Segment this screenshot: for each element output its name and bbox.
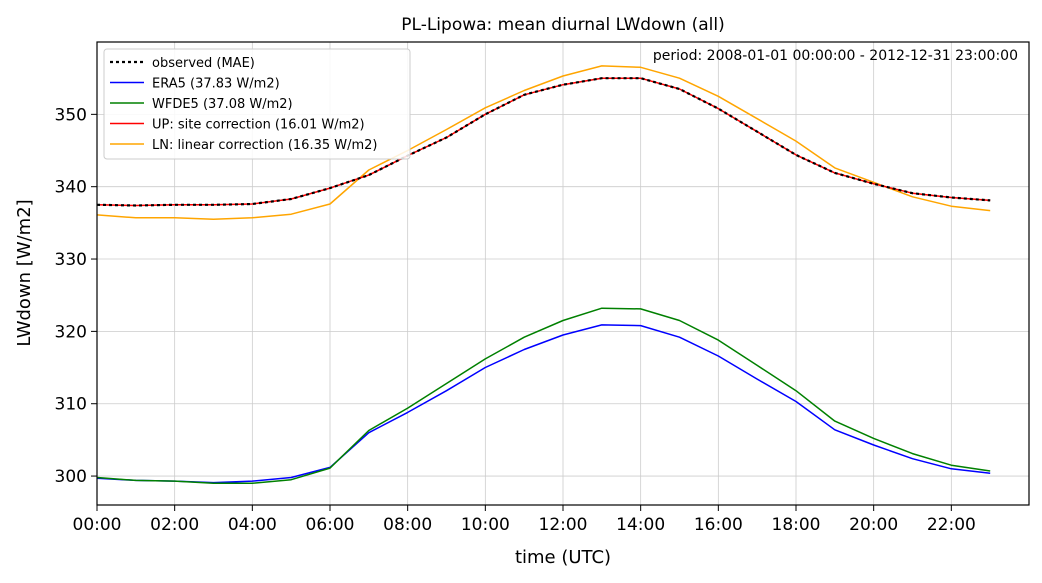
x-tick-label: 16:00 xyxy=(694,515,743,535)
y-tick-label: 310 xyxy=(55,395,87,415)
chart-title: PL-Lipowa: mean diurnal LWdown (all) xyxy=(401,15,724,35)
x-tick-label: 00:00 xyxy=(73,515,122,535)
x-tick-label: 04:00 xyxy=(228,515,277,535)
legend-label: observed (MAE) xyxy=(152,56,255,71)
x-tick-label: 08:00 xyxy=(383,515,432,535)
series-line xyxy=(96,65,991,220)
x-tick-label: 12:00 xyxy=(539,515,588,535)
y-tick-label: 340 xyxy=(55,178,87,198)
x-tick-label: 06:00 xyxy=(306,515,355,535)
y-axis-label: LWdown [W/m2] xyxy=(14,199,35,346)
x-tick-label: 20:00 xyxy=(849,515,898,535)
x-tick-label: 14:00 xyxy=(616,515,665,535)
series-line xyxy=(96,324,991,484)
x-tick-label: 10:00 xyxy=(461,515,510,535)
series-lines xyxy=(96,65,991,485)
y-tick-label: 350 xyxy=(55,105,87,125)
y-tick-label: 300 xyxy=(55,467,87,487)
y-axis: 300 310 320 330 340 350 xyxy=(55,105,97,487)
legend-label: UP: site correction (16.01 W/m2) xyxy=(152,118,365,133)
x-tick-label: 18:00 xyxy=(772,515,821,535)
period-annotation: period: 2008-01-01 00:00:00 - 2012-12-31… xyxy=(653,48,1018,64)
legend-box xyxy=(103,48,411,160)
legend-label: LN: linear correction (16.35 W/m2) xyxy=(152,138,378,153)
x-axis-label: time (UTC) xyxy=(515,547,611,568)
legend: observed (MAE) ERA5 (37.83 W/m2) WFDE5 (37… xyxy=(103,48,411,160)
y-tick-label: 330 xyxy=(55,250,87,270)
x-tick-label: 22:00 xyxy=(927,515,976,535)
x-tick-label: 02:00 xyxy=(150,515,199,535)
series-line xyxy=(96,77,991,207)
series-line xyxy=(96,307,991,485)
legend-label: WFDE5 (37.08 W/m2) xyxy=(152,97,293,112)
legend-label: ERA5 (37.83 W/m2) xyxy=(152,77,280,92)
y-tick-label: 320 xyxy=(55,322,87,342)
x-axis: 00:00 02:00 04:00 06:00 08:00 10:00 12:00 14:00… xyxy=(73,505,976,535)
